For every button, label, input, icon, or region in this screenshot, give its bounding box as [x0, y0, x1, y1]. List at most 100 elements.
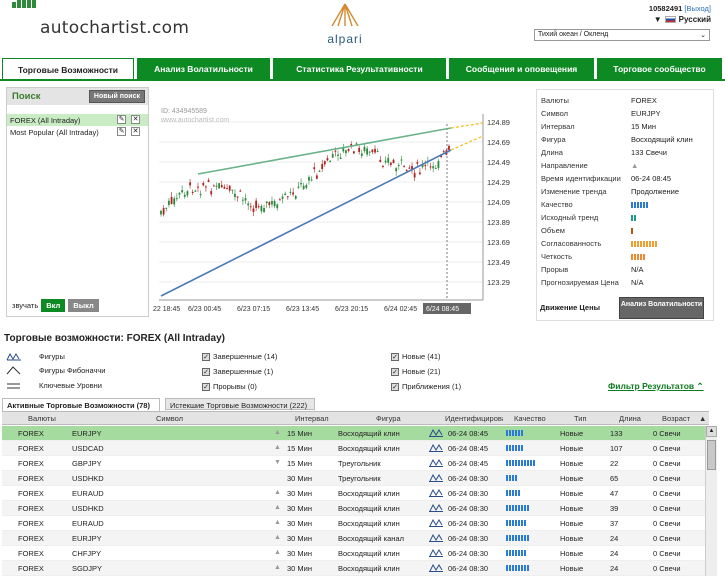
column-header-length[interactable]: Длина: [619, 414, 641, 423]
bar-segment: [524, 535, 526, 541]
scroll-thumb[interactable]: [707, 440, 716, 470]
price-chart[interactable]: ID: 434945589 www.autochartist.com 124.8…: [153, 104, 531, 316]
cell-interval: 30 Мин: [287, 534, 313, 543]
column-header-type[interactable]: Тип: [574, 414, 587, 423]
cell-market: FOREX: [18, 429, 44, 438]
candle-body: [321, 163, 324, 169]
filter-approaches[interactable]: ✓ Приближения (1): [391, 382, 461, 391]
bar-segment: [512, 535, 514, 541]
cell-market: FOREX: [18, 489, 44, 498]
checkbox[interactable]: ✓: [391, 352, 399, 361]
bar-segment: [527, 505, 529, 511]
bar-segment: [634, 241, 636, 247]
checkbox[interactable]: ✓: [391, 382, 399, 391]
bar-segment: [506, 490, 508, 496]
tab-trading-community[interactable]: Торговое сообщество: [597, 58, 723, 79]
cell-length: 24: [610, 534, 619, 543]
quality-bar: [506, 460, 535, 466]
tab-active-opportunities[interactable]: Активные Торговые Возможности (78): [2, 398, 160, 411]
column-header-quality[interactable]: Качество: [514, 414, 546, 423]
filter-new-patterns[interactable]: ✓ Новые (41): [391, 352, 441, 361]
candle-body: [334, 150, 337, 152]
filter-completed-fibonacci[interactable]: ✓ Завершенные (1): [202, 367, 273, 376]
filter-breakouts[interactable]: ✓ Прорывы (0): [202, 382, 257, 391]
candle-body: [249, 206, 252, 208]
checkbox[interactable]: ✓: [202, 352, 210, 361]
scroll-up-icon[interactable]: ▲: [706, 426, 717, 437]
new-search-button[interactable]: Новый поиск: [88, 90, 145, 103]
logout-link[interactable]: [Выход]: [684, 4, 711, 13]
column-header-symbol[interactable]: Символ: [156, 414, 184, 423]
detail-label: Четкость: [541, 252, 572, 261]
bar-segment: [515, 460, 517, 466]
cell-time: 06-24 08:30: [448, 564, 489, 573]
cell-pattern: Треугольник: [338, 474, 381, 483]
cell-symbol: SGDJPY: [72, 564, 103, 573]
bar-segment: [533, 460, 535, 466]
candle-body: [220, 184, 223, 188]
table-row[interactable]: FOREX EURJPY 30 Мин Восходящий канал 06-24 0…: [2, 531, 709, 546]
table-scrollbar[interactable]: ▲: [705, 426, 717, 576]
bar-segment: [521, 550, 523, 556]
checkbox[interactable]: ✓: [391, 367, 399, 376]
bar-segment: [509, 475, 511, 481]
bar-segment: [634, 202, 636, 208]
tab-performance-statistics[interactable]: Статистика Результативности: [273, 58, 447, 79]
cell-time: 06-24 08:30: [448, 534, 489, 543]
timezone-select[interactable]: Тихий океан / Окленд ⌄: [534, 29, 710, 41]
checkbox[interactable]: ✓: [202, 382, 210, 391]
candle-body: [252, 208, 255, 213]
language-selector[interactable]: ▼ Русский: [654, 15, 711, 24]
filter-completed-patterns[interactable]: ✓ Завершенные (14): [202, 352, 277, 361]
sound-off-button[interactable]: Выкл: [68, 299, 99, 312]
tab-expired-opportunities[interactable]: Истекшие Торговые Возможности (222): [165, 398, 315, 410]
candle-body: [371, 149, 374, 152]
tab-messages-alerts[interactable]: Сообщения и оповещения: [449, 58, 595, 79]
filter-new-fibonacci[interactable]: ✓ Новые (21): [391, 367, 441, 376]
tab-volatility-analysis[interactable]: Анализ Волатильности: [137, 58, 271, 79]
initial-trend-bar: [631, 215, 636, 221]
table-row[interactable]: FOREX SGDJPY 30 Мин Восходящий клин 06-24 08…: [2, 561, 709, 576]
time-tick: 6/23 07:15: [237, 306, 270, 313]
delete-icon[interactable]: ✕: [131, 115, 140, 124]
cell-pattern: Восходящий клин: [338, 504, 400, 513]
sound-on-button[interactable]: Вкл: [41, 299, 66, 312]
volatility-analysis-button[interactable]: Анализ Волатильности: [619, 297, 704, 319]
edit-icon[interactable]: ✎: [117, 127, 126, 136]
table-row[interactable]: FOREX USDCAD 15 Мин Восходящий клин 06-24 08…: [2, 441, 709, 456]
candle-body: [448, 145, 450, 150]
column-header-identified[interactable]: Идентифицирован: [445, 414, 503, 423]
candle-body: [339, 157, 342, 160]
candle-body: [191, 192, 194, 194]
pattern-type-icon: [429, 443, 443, 452]
search-title: Поиск: [12, 91, 41, 102]
column-header-market[interactable]: Валюты: [28, 414, 56, 423]
edit-icon[interactable]: ✎: [117, 115, 126, 124]
table-row[interactable]: FOREX USDHKD 30 Мин Треугольник 06-24 08:30 Н…: [2, 471, 709, 486]
table-row[interactable]: FOREX CHFJPY 30 Мин Восходящий клин 06-24 08…: [2, 546, 709, 561]
column-header-age[interactable]: Возраст: [662, 414, 691, 423]
candle-body: [440, 155, 442, 157]
cell-symbol: USDCAD: [72, 444, 104, 453]
bar-segment: [512, 430, 514, 436]
table-row[interactable]: FOREX EURJPY 15 Мин Восходящий клин 06-24 08…: [2, 426, 709, 441]
column-header-interval[interactable]: Интервал: [295, 414, 329, 423]
table-row[interactable]: FOREX GBPJPY 15 Мин Треугольник 06-24 08:45 Н…: [2, 456, 709, 471]
bar-segment: [506, 475, 508, 481]
candle-body: [234, 193, 236, 198]
table-row[interactable]: FOREX USDHKD 30 Мин Восходящий клин 06-24 08…: [2, 501, 709, 516]
search-item-most-popular[interactable]: Most Popular (All Intraday) ✎ ✕: [7, 126, 148, 138]
bar-segment: [515, 505, 517, 511]
chart-grid: [159, 114, 484, 301]
opportunities-title: Торговые возможности: FOREX (All Intrada…: [4, 333, 225, 344]
column-header-pattern[interactable]: Фигура: [376, 414, 401, 423]
delete-icon[interactable]: ✕: [131, 127, 140, 136]
tab-trading-opportunities[interactable]: Торговые Возможности: [2, 58, 134, 80]
table-row[interactable]: FOREX EURAUD 30 Мин Восходящий клин 06-24 08…: [2, 486, 709, 501]
search-item-forex[interactable]: FOREX (All Intraday) ✎ ✕: [7, 114, 148, 126]
detail-label: Объем: [541, 226, 565, 235]
time-tick: 6/23 13:45: [286, 306, 319, 313]
filter-results-link[interactable]: Фильтр Результатов ⌃: [608, 381, 704, 392]
table-row[interactable]: FOREX EURAUD 30 Мин Восходящий клин 06-24 08…: [2, 516, 709, 531]
checkbox[interactable]: ✓: [202, 367, 210, 376]
